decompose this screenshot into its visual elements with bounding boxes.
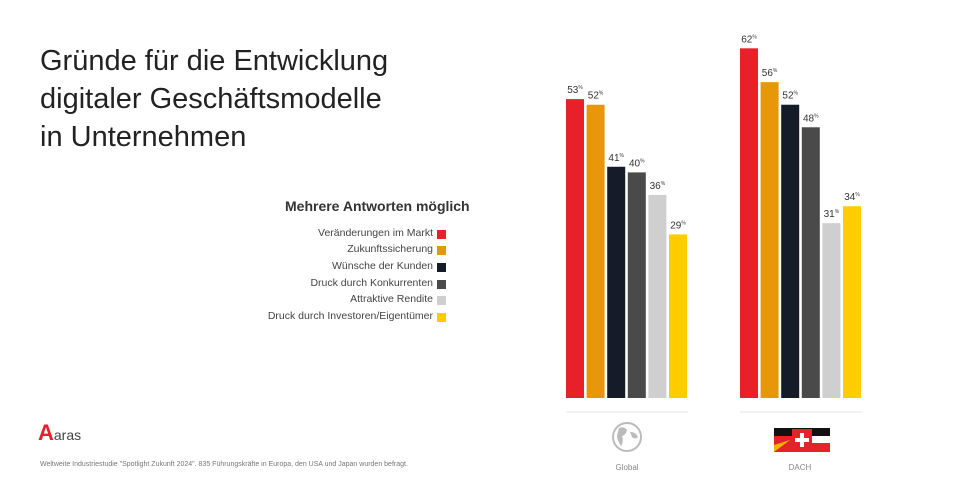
category-label-global: Global: [615, 463, 639, 472]
data-label: 56%: [762, 68, 778, 79]
subtitle: Mehrere Antworten möglich: [285, 198, 470, 214]
bar: [566, 99, 584, 398]
legend-label: Attraktive Rendite: [350, 293, 433, 305]
data-label: 31%: [824, 209, 840, 220]
bar: [648, 194, 667, 398]
data-label: 41%: [608, 153, 624, 164]
legend-swatch: [437, 263, 446, 272]
data-label: 48%: [803, 113, 819, 124]
data-label: 62%: [741, 34, 757, 45]
bar: [781, 104, 800, 398]
legend-swatch: [437, 296, 446, 305]
data-label: 52%: [588, 91, 604, 102]
bar: [627, 172, 646, 398]
data-label: 34%: [844, 192, 860, 203]
data-label: 52%: [782, 91, 798, 102]
data-label: 40%: [629, 158, 645, 169]
bar: [760, 82, 779, 398]
legend-label: Druck durch Investoren/Eigentümer: [267, 310, 433, 322]
legend-label: Zukunftssicherung: [347, 243, 433, 255]
legend-swatch: [437, 230, 446, 239]
legend-label: Druck durch Konkurrenten: [310, 277, 433, 289]
title-line: digitaler Geschäftsmodelle: [40, 83, 382, 115]
page-title: Gründe für die Entwicklung digitaler Ges…: [40, 42, 500, 156]
bar: [607, 166, 626, 398]
footnote: Weltweite Industriestudie "Spotlight Zuk…: [40, 461, 408, 468]
bar: [843, 206, 861, 398]
category-label-dach: DACH: [788, 463, 812, 472]
legend-swatch: [437, 246, 446, 255]
bar: [669, 234, 687, 398]
legend-label: Veränderungen im Markt: [318, 227, 433, 239]
title-line: Gründe für die Entwicklung: [40, 45, 389, 77]
legend-swatch: [437, 313, 446, 322]
bar: [801, 127, 820, 398]
data-label: 36%: [650, 181, 666, 192]
bar: [586, 104, 605, 398]
bar: [740, 48, 758, 398]
title-line: in Unternehmen: [40, 121, 247, 153]
legend-label: Wünsche der Kunden: [332, 260, 433, 272]
aras-logo: Aaras: [38, 420, 82, 445]
legend-swatch: [437, 280, 446, 289]
bar: [822, 223, 841, 398]
dach-flag-icon: [774, 428, 830, 452]
data-label: 29%: [670, 220, 686, 231]
data-label: 53%: [567, 85, 583, 96]
globe-icon: [612, 422, 642, 452]
